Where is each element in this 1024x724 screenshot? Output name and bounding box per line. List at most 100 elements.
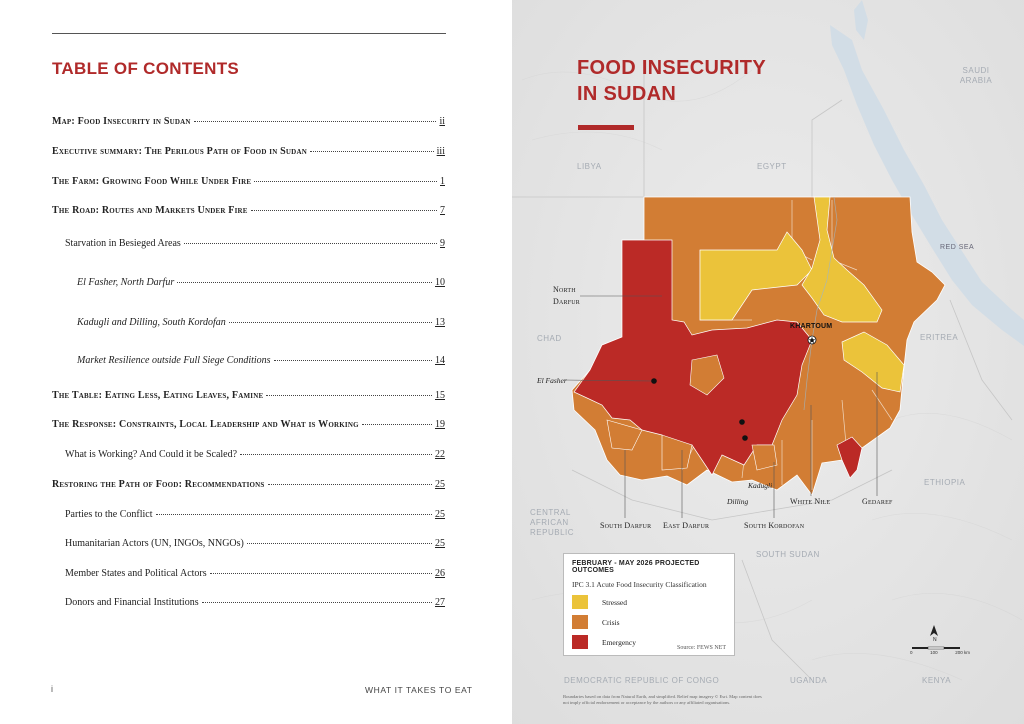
toc-entry[interactable]: Map: Food Insecurity in Sudan ii xyxy=(52,116,445,127)
leader-dots xyxy=(246,543,432,544)
toc-entry-page[interactable]: 25 xyxy=(435,509,445,520)
legend-label-emergency: Emergency xyxy=(602,637,637,647)
region-crisis-patch-3 xyxy=(661,434,693,471)
gulf-of-aqaba xyxy=(854,0,868,40)
leader-dots xyxy=(273,360,432,361)
toc-entry[interactable]: What is Working? And Could it be Scaled?… xyxy=(65,449,445,460)
legend-label-crisis: Crisis xyxy=(602,617,620,627)
map-legend: FEBRUARY - MAY 2026 PROJECTED OUTCOMES I… xyxy=(563,553,735,656)
toc-entry-page[interactable]: 15 xyxy=(435,390,445,401)
toc-entry-page[interactable]: ii xyxy=(439,116,445,127)
leader-dots xyxy=(228,322,432,323)
khartoum-star-icon xyxy=(808,336,816,344)
label-south-sudan: South Sudan xyxy=(756,550,820,559)
toc-entry-label: Executive summary: The Perilous Path of … xyxy=(52,146,307,157)
label-el-fasher: El Fasher xyxy=(537,376,567,385)
toc-entry-page[interactable]: 14 xyxy=(435,355,445,366)
toc-entry-page[interactable]: 25 xyxy=(435,479,445,490)
toc-page: TABLE OF CONTENTS Map: Food Insecurity i… xyxy=(51,33,473,695)
north-arrow-icon xyxy=(930,625,938,636)
toc-entry-page[interactable]: 22 xyxy=(435,449,445,460)
toc-entry-label: Humanitarian Actors (UN, INGOs, NNGOs) xyxy=(65,538,244,549)
toc-entry[interactable]: The Table: Eating Less, Eating Leaves, F… xyxy=(52,390,445,401)
footer-page-number: i xyxy=(51,684,53,694)
scale-bar-dark xyxy=(912,647,928,649)
label-chad: Chad xyxy=(537,334,562,343)
scale-label-0: 0 xyxy=(910,650,913,655)
toc-entry[interactable]: Market Resilience outside Full Siege Con… xyxy=(77,355,445,366)
label-saudi-arabia: Saudi Arabia xyxy=(956,66,996,86)
label-east-darfur: East Darfur xyxy=(663,521,710,530)
toc-entry-label: The Road: Routes and Markets Under Fire xyxy=(52,205,248,216)
legend-source: Source: FEWS NET xyxy=(677,645,726,651)
legend-item-crisis: Crisis xyxy=(572,615,726,629)
toc-entry[interactable]: Humanitarian Actors (UN, INGOs, NNGOs) 25 xyxy=(65,538,445,549)
red-sea xyxy=(830,25,1024,346)
region-emergency-southeast xyxy=(836,436,863,479)
leader-lines xyxy=(563,295,878,518)
region-stressed-north xyxy=(699,231,813,321)
toc-entry[interactable]: Member States and Political Actors 26 xyxy=(65,568,445,579)
toc-entry[interactable]: The Response: Constraints, Local Leaders… xyxy=(52,419,445,430)
toc-entry-label: Parties to the Conflict xyxy=(65,509,153,520)
label-uganda: Uganda xyxy=(790,676,828,685)
label-drc: Democratic Republic of Congo xyxy=(564,676,720,685)
toc-entry[interactable]: Restoring the Path of Food: Recommendati… xyxy=(52,479,445,490)
label-white-nile: White Nile xyxy=(790,497,831,506)
label-north-darfur-line-1: North xyxy=(553,285,576,294)
toc-entry-page[interactable]: 27 xyxy=(435,597,445,608)
region-stressed-nile xyxy=(801,196,883,323)
toc-entry-label: Market Resilience outside Full Siege Con… xyxy=(77,355,271,366)
label-dilling: Dilling xyxy=(727,497,749,506)
toc-entry-label: The Response: Constraints, Local Leaders… xyxy=(52,419,359,430)
toc-entry-page[interactable]: 1 xyxy=(440,176,445,187)
toc-entry-page[interactable]: 25 xyxy=(435,538,445,549)
toc-entry[interactable]: The Farm: Growing Food While Under Fire 1 xyxy=(52,176,445,187)
label-kenya: Kenya xyxy=(922,676,952,685)
label-saudi-arabia-line-1: Saudi xyxy=(962,66,990,75)
scale-label-100: 100 xyxy=(930,650,938,655)
region-crisis-patch-4 xyxy=(751,444,778,471)
toc-entry-page[interactable]: 10 xyxy=(435,277,445,288)
top-rule xyxy=(52,33,446,34)
toc-entry[interactable]: Starvation in Besieged Areas 9 xyxy=(65,238,445,249)
scale-label-200: 200 km xyxy=(955,650,970,655)
map-page: FOOD INSECURITY IN SUDAN Saudi Arabia Eg… xyxy=(512,0,1024,724)
leader-dots xyxy=(361,424,432,425)
toc-entry[interactable]: Kadugli and Dilling, South Kordofan 13 xyxy=(77,317,445,328)
toc-entry-page[interactable]: 26 xyxy=(435,568,445,579)
toc-entry-label: El Fasher, North Darfur xyxy=(77,277,175,288)
nile-rivers xyxy=(803,196,838,411)
map-title-line-2: IN SUDAN xyxy=(577,83,677,105)
toc-entry[interactable]: The Road: Routes and Markets Under Fire 7 xyxy=(52,205,445,216)
city-marker-kadugli xyxy=(742,435,748,441)
footer-title: What it takes to eat xyxy=(365,685,473,695)
label-north-darfur-line-2: Darfur xyxy=(553,297,580,306)
toc-entry-label: Donors and Financial Institutions xyxy=(65,597,199,608)
toc-entry[interactable]: Donors and Financial Institutions 27 xyxy=(65,597,445,608)
leader-dots xyxy=(267,484,432,485)
label-libya: Libya xyxy=(577,162,602,171)
scale-bar-dark-2 xyxy=(944,647,960,649)
region-crisis-patch-2 xyxy=(606,419,643,451)
toc-entry-page[interactable]: iii xyxy=(436,146,445,157)
toc-entry-page[interactable]: 7 xyxy=(440,205,445,216)
toc-entry-page[interactable]: 13 xyxy=(435,317,445,328)
leader-dots xyxy=(209,573,432,574)
country-borders xyxy=(512,60,1013,681)
toc-entry[interactable]: Parties to the Conflict 25 xyxy=(65,509,445,520)
leader-dots xyxy=(201,602,432,603)
scale-bar-light xyxy=(927,646,945,650)
leader-dots xyxy=(193,121,437,122)
toc-entry[interactable]: El Fasher, North Darfur 10 xyxy=(77,277,445,288)
toc-entry-page[interactable]: 19 xyxy=(435,419,445,430)
toc-entry[interactable]: Executive summary: The Perilous Path of … xyxy=(52,146,445,157)
legend-item-emergency: Emergency xyxy=(572,635,726,649)
toc-entry-page[interactable]: 9 xyxy=(440,238,445,249)
legend-title: FEBRUARY - MAY 2026 PROJECTED OUTCOMES xyxy=(572,560,700,574)
region-emergency-darfur xyxy=(573,239,813,476)
label-saudi-arabia-line-2: Arabia xyxy=(959,76,993,85)
toc-title: TABLE OF CONTENTS xyxy=(52,59,240,78)
label-south-darfur: South Darfur xyxy=(600,521,652,530)
label-car-line-2: African xyxy=(530,518,569,527)
